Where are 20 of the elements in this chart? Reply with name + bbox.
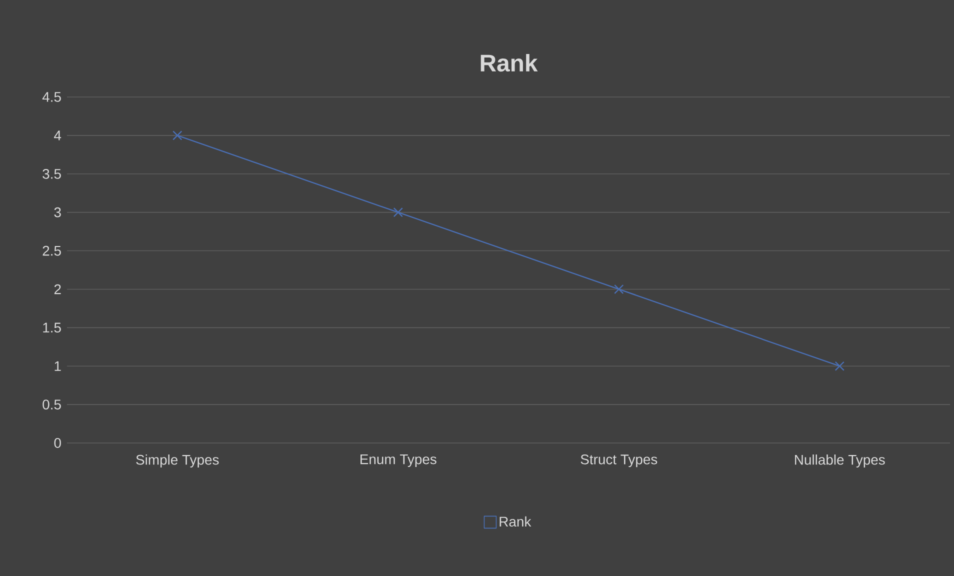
point (834, 361, 844, 371)
y-tick-label: 4.5 (42, 92, 61, 102)
y-tick-label: 1 (54, 361, 61, 371)
y-tick-label: 3.5 (42, 168, 61, 179)
x-tick-label: Enum Types (360, 454, 436, 467)
y-tick-label: 1.5 (43, 322, 61, 333)
y-tick-label: 2 (54, 284, 61, 294)
point (172, 130, 182, 140)
point (393, 208, 403, 218)
x-tick-label: Nullable Types (795, 454, 885, 468)
y-tick-label: 3 (54, 207, 61, 218)
y-tick-label: 4 (54, 130, 62, 140)
point (614, 284, 624, 294)
x-tick-label: Struct Types (580, 454, 658, 468)
y-tick-label: 0.5 (42, 400, 61, 410)
chart-title: Rank (480, 54, 538, 72)
legend-label: Rank (500, 516, 532, 527)
x-tick-label: Simple Types (136, 454, 219, 468)
y-tick-label: 0 (54, 438, 61, 448)
y-tick-label: 2.5 (42, 246, 61, 256)
